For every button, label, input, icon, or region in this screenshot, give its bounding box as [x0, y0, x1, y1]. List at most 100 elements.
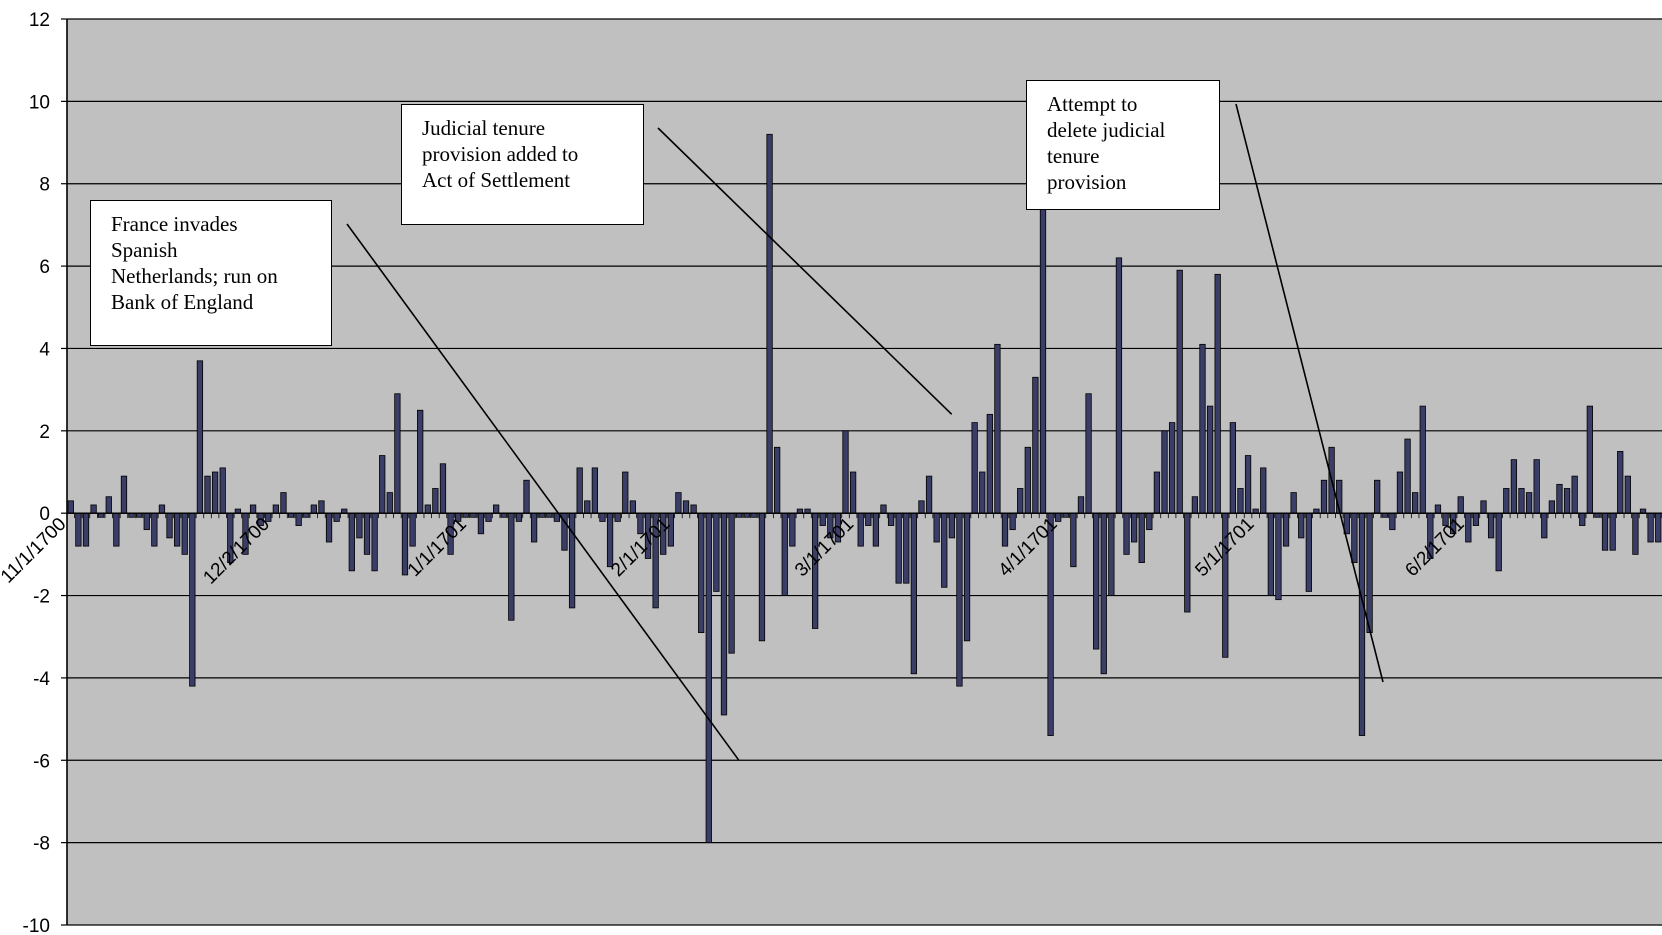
bar [1457, 496, 1464, 514]
bar [1298, 512, 1305, 539]
bar [614, 512, 621, 522]
bar [1206, 405, 1214, 514]
bar [211, 471, 219, 514]
bar [492, 504, 500, 514]
annotation-judicial-tenure-added: Judicial tenure provision added to Act o… [401, 104, 644, 225]
bar [166, 512, 173, 539]
x-tick-label: 11/1/1700 [0, 514, 71, 588]
bar [356, 512, 363, 539]
bar [508, 512, 515, 621]
bar [925, 475, 933, 514]
bar [1632, 512, 1639, 555]
bar [758, 512, 766, 642]
bar [948, 512, 955, 539]
bar [1093, 512, 1100, 650]
y-axis: 12 10 8 6 4 2 0 -2 -4 -6 -8 -10 [23, 10, 68, 935]
annotation-leader-line [346, 223, 740, 761]
bar [880, 504, 887, 514]
bar [1290, 492, 1297, 514]
bar [310, 504, 317, 514]
bar [1176, 269, 1183, 514]
bar [158, 504, 166, 514]
bar [1108, 512, 1115, 596]
bar [1617, 451, 1624, 514]
bar [409, 512, 416, 547]
bar [1655, 512, 1662, 543]
bar [887, 512, 895, 526]
bar [1571, 475, 1578, 514]
bar [1434, 504, 1442, 514]
bar [295, 512, 302, 526]
bar [1070, 512, 1077, 568]
bar [181, 512, 188, 555]
bar [1305, 512, 1312, 592]
bar [1047, 512, 1054, 736]
bar [1495, 512, 1502, 572]
bar [204, 475, 211, 514]
bar [584, 500, 591, 514]
bar [1153, 471, 1161, 514]
bar [865, 512, 872, 526]
bar [1503, 488, 1510, 514]
bar [781, 512, 788, 596]
bar [189, 512, 196, 687]
bar [1085, 393, 1092, 514]
bar [515, 512, 523, 522]
bar [333, 512, 340, 522]
bar [1412, 492, 1419, 514]
bar [606, 512, 614, 568]
bar [325, 512, 333, 543]
bar [113, 512, 120, 547]
bar [1624, 475, 1631, 514]
bar [196, 360, 204, 514]
bar [682, 500, 690, 514]
bar [1647, 512, 1654, 543]
bar [1487, 512, 1495, 539]
bar [675, 492, 682, 514]
bar [568, 512, 576, 609]
bar [1229, 422, 1237, 514]
bar [979, 471, 986, 514]
bar [1510, 459, 1518, 514]
bar [424, 504, 431, 514]
bar [386, 492, 393, 514]
bar [1374, 479, 1381, 514]
bar [1541, 512, 1548, 539]
annotation-leader-lines [346, 103, 1384, 761]
y-tick-label: 2 [39, 422, 50, 443]
annotation-france-invades: France invades Spanish Netherlands; run … [90, 200, 332, 346]
bar [280, 492, 287, 514]
bar [705, 512, 712, 844]
bar [120, 475, 128, 514]
bar [629, 500, 636, 514]
y-tick-label: 12 [29, 10, 50, 31]
bar [956, 512, 963, 687]
bar [1115, 257, 1123, 514]
y-tick-label: -10 [23, 916, 50, 935]
bar [576, 467, 583, 514]
bar [1609, 512, 1616, 551]
bar [1419, 405, 1426, 514]
bar [1267, 512, 1274, 596]
bar [698, 512, 705, 634]
y-tick-label: -6 [33, 751, 50, 772]
bar [530, 512, 538, 543]
bar [90, 504, 97, 514]
bar [1586, 405, 1593, 514]
bar [1563, 488, 1571, 514]
bar [774, 446, 781, 514]
bar [1024, 446, 1031, 514]
bar [766, 133, 773, 514]
bar [994, 343, 1001, 514]
plot-area [67, 19, 1662, 925]
bar [477, 512, 485, 535]
bar [591, 467, 599, 514]
bar [1525, 492, 1533, 514]
y-tick-label: 0 [39, 504, 50, 525]
bar [363, 512, 371, 555]
bar [1396, 471, 1404, 514]
bar [1533, 459, 1540, 514]
annotation-leader-line [1235, 103, 1384, 683]
bar [523, 479, 530, 514]
